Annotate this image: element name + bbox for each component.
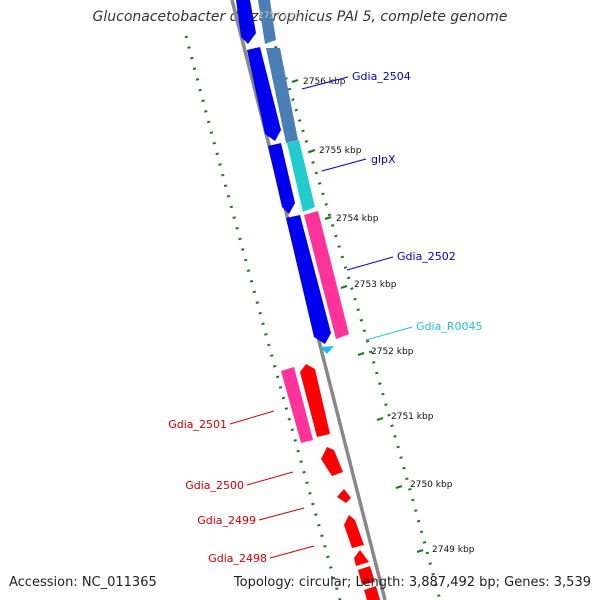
gene-label-gdia-2500[interactable]: Gdia_2500: [185, 479, 244, 492]
tick-mark: [416, 549, 424, 553]
cds-arrow: [337, 489, 351, 503]
genome-stats: Topology: circular; Length: 3,887,492 bp…: [233, 575, 591, 590]
cds-arrow: [247, 47, 281, 141]
cds-arrow: [321, 447, 343, 476]
gc-track-inner: [184, 35, 342, 600]
tick-label: 2755 kbp: [319, 146, 362, 156]
feature-block: [304, 211, 349, 339]
forward-strand-features: [236, 0, 349, 354]
feature-block: [258, 0, 276, 44]
cds-arrow: [344, 515, 364, 548]
cds-arrow: [268, 143, 295, 214]
kbp-tick-labels: 2757 kbp 2756 kbp 2755 kbp 2754 kbp 2753…: [258, 11, 475, 555]
gene-label-glpx[interactable]: glpX: [371, 153, 396, 166]
cds-arrow: [286, 215, 331, 344]
cds-arrow: [358, 566, 375, 585]
leader-line: [321, 158, 367, 172]
gene-label-gdia-2501[interactable]: Gdia_2501: [168, 418, 227, 431]
tick-label: 2754 kbp: [336, 214, 379, 224]
cds-arrow: [354, 550, 369, 566]
leader-line: [258, 507, 305, 521]
tick-mark: [324, 216, 332, 220]
gene-label-gdia-2499[interactable]: Gdia_2499: [197, 514, 256, 527]
leader-line: [246, 471, 294, 486]
leader-line: [301, 76, 349, 90]
leader-line: [346, 256, 394, 271]
tick-mark: [308, 149, 316, 153]
leader-line: [365, 326, 413, 341]
leader-line: [229, 410, 275, 425]
cds-arrow: [236, 0, 256, 44]
feature-block: [287, 140, 315, 212]
kbp-ticks: [291, 79, 424, 553]
gene-label-gdia-2498[interactable]: Gdia_2498: [208, 552, 267, 565]
tick-mark: [357, 352, 365, 356]
gene-label-gdia-r0045[interactable]: Gdia_R0045: [416, 320, 482, 333]
map-title: Gluconacetobacter diazotrophicus PAI 5, …: [92, 9, 508, 25]
feature-block: [266, 48, 298, 143]
tick-mark: [376, 417, 384, 421]
gene-label-gdia-2504[interactable]: Gdia_2504: [352, 70, 411, 83]
tick-mark: [291, 79, 299, 83]
tick-mark: [340, 285, 348, 289]
gc-track-outer: [270, 35, 442, 600]
cds-arrow: [300, 364, 330, 437]
feature-block: [281, 367, 313, 443]
tick-label: 2752 kbp: [371, 347, 414, 357]
tick-label-top-partial: 2757 kbp: [258, 11, 301, 21]
reverse-strand-features: [281, 364, 380, 600]
tick-label: 2749 kbp: [432, 545, 475, 555]
tick-label: 2756 kbp: [303, 77, 346, 87]
leader-line: [269, 545, 315, 559]
gene-leader-lines: [229, 76, 413, 559]
tick-label: 2753 kbp: [354, 280, 397, 290]
tick-label: 2750 kbp: [410, 480, 453, 490]
gc-content-track: [184, 35, 442, 600]
tick-mark: [395, 485, 403, 489]
rna-arrow: [320, 346, 334, 354]
gene-labels: Gdia_2504 glpX Gdia_2502 Gdia_R0045 Gdia…: [168, 70, 482, 565]
accession-label: Accession: NC_011365: [9, 575, 157, 590]
cds-arrow: [364, 586, 380, 600]
tick-label: 2751 kbp: [391, 412, 434, 422]
gene-label-gdia-2502[interactable]: Gdia_2502: [397, 250, 456, 263]
